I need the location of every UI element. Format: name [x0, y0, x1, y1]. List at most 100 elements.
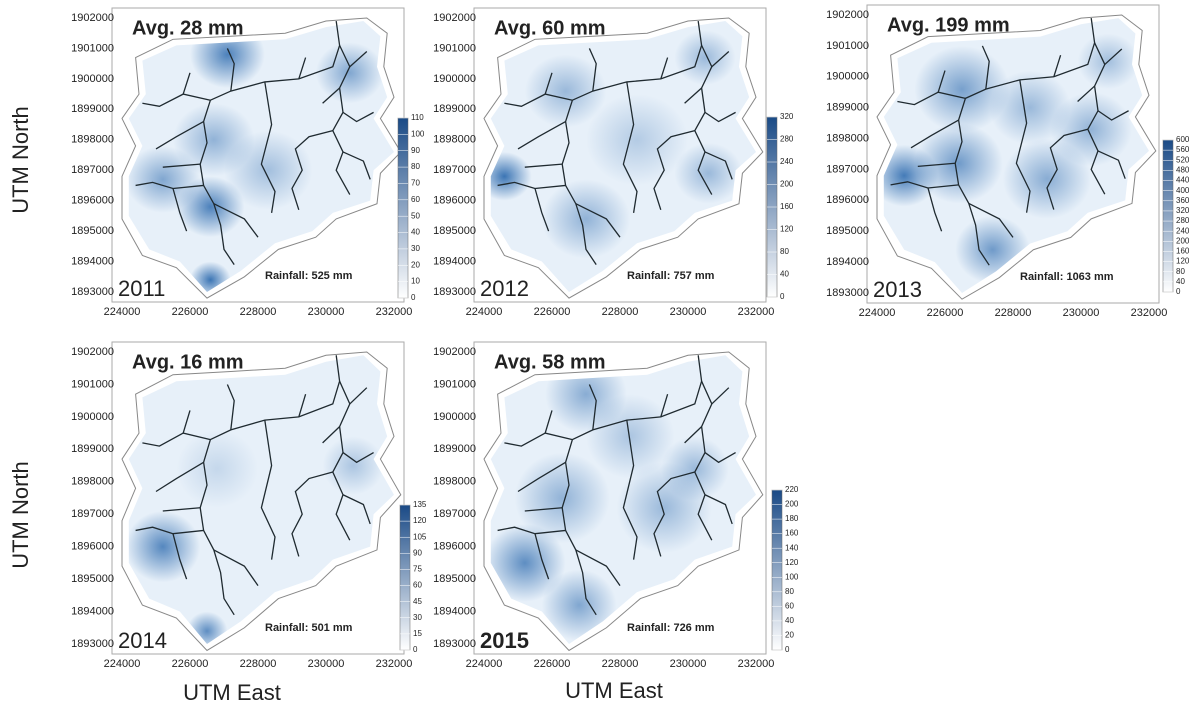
- rainfall-blob: [586, 394, 675, 479]
- river: [928, 188, 942, 231]
- y-tick-label: 1894000: [433, 605, 476, 617]
- colorbar-label: 0: [411, 293, 416, 302]
- river: [623, 420, 637, 560]
- rainfall-blob: [128, 510, 201, 583]
- river: [685, 88, 702, 103]
- y-tick-label: 1902000: [433, 12, 476, 24]
- y-tick-label: 1897000: [71, 508, 114, 520]
- river: [705, 112, 736, 121]
- colorbar-label: 120: [413, 516, 427, 525]
- y-tick-label: 1895000: [71, 573, 114, 585]
- river: [918, 163, 955, 166]
- colorbar-label: 30: [411, 244, 420, 253]
- panel-frame: [473, 7, 767, 303]
- colorbar-label: 140: [785, 543, 799, 552]
- colorbar: [771, 489, 783, 651]
- panel-frame: [111, 341, 405, 655]
- year-label: 2011: [118, 276, 165, 301]
- average-label: Avg. 16 mm: [132, 351, 244, 373]
- rainfall-blob: [490, 523, 566, 602]
- map-panel: 1902000 1901000 1900000 1899000 1898000 18970…: [71, 342, 427, 670]
- map-panel: 1902000 1901000 1900000 1899000 1898000 18970…: [826, 5, 1190, 319]
- y-tick-label: 1896000: [826, 194, 869, 206]
- y-tick-label: 1893000: [71, 286, 114, 298]
- x-tick-label: 232000: [738, 658, 775, 670]
- colorbar-label: 75: [413, 565, 422, 574]
- colorbar-label: 60: [413, 581, 422, 590]
- x-tick-label: 226000: [534, 658, 571, 670]
- colorbar-label: 45: [413, 597, 422, 606]
- river: [661, 58, 668, 79]
- colorbar: [399, 504, 411, 651]
- rainfall-label: Rainfall: 726 mm: [627, 622, 715, 634]
- y-tick-label: 1893000: [433, 286, 476, 298]
- river: [1054, 55, 1061, 77]
- colorbar-label: 520: [1176, 155, 1190, 164]
- river: [333, 45, 350, 194]
- colorbar-label: 160: [780, 202, 794, 211]
- rainfall-blob: [224, 130, 313, 210]
- river: [183, 73, 190, 94]
- y-tick-label: 1901000: [71, 42, 114, 54]
- x-tick-label: 232000: [1131, 307, 1168, 319]
- colorbar-label: 320: [1176, 206, 1190, 215]
- y-tick-label: 1895000: [433, 225, 476, 237]
- river: [535, 188, 549, 231]
- colorbar-label: 30: [413, 613, 422, 622]
- x-tick-label: 232000: [738, 306, 775, 318]
- map-panel: 1902000 1901000 1900000 1899000 1898000 18970…: [433, 8, 794, 318]
- colorbar-label: 70: [411, 179, 420, 188]
- rainfall-blob: [914, 123, 1003, 204]
- rainfall-blob: [315, 42, 384, 104]
- y-tick-label: 1893000: [71, 638, 114, 650]
- river: [163, 508, 200, 511]
- watershed-map: [870, 15, 1156, 299]
- river: [705, 152, 732, 179]
- river: [156, 462, 204, 491]
- colorbar-label: 15: [413, 629, 422, 638]
- y-tick-label: 1898000: [71, 476, 114, 488]
- river: [589, 48, 596, 91]
- river: [299, 394, 306, 417]
- watershed-map: [122, 18, 401, 298]
- river: [142, 433, 210, 446]
- rainfall-blob: [322, 436, 384, 495]
- rainfall-blob: [189, 261, 231, 292]
- y-tick-label: 1896000: [71, 195, 114, 207]
- river: [343, 453, 374, 463]
- colorbar-label: 80: [411, 162, 420, 171]
- rainfall-blob: [524, 54, 607, 128]
- y-tick-label: 1900000: [71, 411, 114, 423]
- map-panel: 1902000 1901000 1900000 1899000 1898000 18970…: [433, 342, 799, 670]
- colorbar-label: 0: [785, 645, 790, 654]
- river: [292, 472, 333, 556]
- river: [498, 527, 566, 533]
- y-tick-label: 1895000: [826, 225, 869, 237]
- river: [685, 427, 702, 443]
- colorbar-label: 280: [1176, 216, 1190, 225]
- colorbar-label: 10: [411, 277, 420, 286]
- river: [504, 94, 572, 106]
- colorbar: [397, 117, 409, 299]
- y-tick-label: 1898000: [433, 134, 476, 146]
- surface-base: [128, 355, 394, 644]
- river: [261, 420, 275, 560]
- y-tick-label: 1898000: [433, 476, 476, 488]
- x-tick-label: 224000: [859, 307, 896, 319]
- rainfall-blob: [914, 45, 1010, 133]
- colorbar-label: 60: [785, 601, 794, 610]
- watershed-map: [122, 352, 401, 650]
- average-label: Avg. 60 mm: [494, 17, 606, 39]
- river: [343, 495, 370, 524]
- river: [142, 94, 210, 106]
- x-tick-label: 226000: [172, 658, 209, 670]
- river: [518, 462, 566, 491]
- x-tick-label: 224000: [466, 306, 503, 318]
- y-tick-label: 1893000: [826, 287, 869, 299]
- colorbar-label: 440: [1176, 176, 1190, 185]
- colorbar-label: 360: [1176, 196, 1190, 205]
- river: [173, 188, 187, 231]
- colorbar-label: 160: [785, 529, 799, 538]
- y-tick-label: 1899000: [826, 102, 869, 114]
- x-tick-label: 228000: [602, 658, 639, 670]
